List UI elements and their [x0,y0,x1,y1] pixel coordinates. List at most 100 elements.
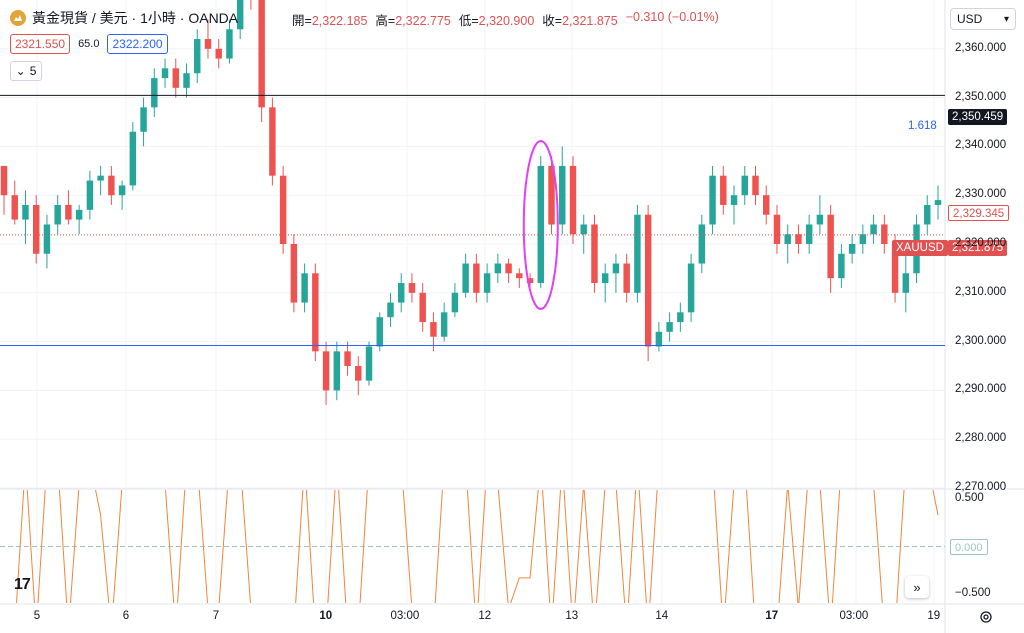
indicators-collapse-button[interactable]: ⌄ 5 [10,61,42,81]
candle-body [97,175,104,181]
candle-body [161,68,169,79]
candle-body [290,244,298,303]
candle-body [516,273,523,279]
bid-ask-panel: 2321.550 65.0 2322.200 [10,34,168,54]
candle-body [204,39,212,49]
price-tick-label: 2,350.000 [955,90,1007,103]
candle-body [741,175,748,196]
candle-body [355,366,362,381]
candle-body [86,180,94,210]
candle-body [75,209,83,220]
gold-coin-icon [10,10,26,26]
candle-body [140,107,147,132]
candle-body [183,73,190,88]
candle-body [934,200,942,205]
price-tick-label: 2,280.000 [955,432,1007,445]
open-label: 開= [292,14,312,28]
candle-body [773,214,781,244]
close-label: 收= [542,14,563,28]
candle-body [129,131,137,186]
spread-value: 65.0 [78,38,100,50]
sell-button[interactable]: 2321.550 [10,34,71,54]
candle-body [483,273,491,293]
close-value: 2,321.875 [562,14,618,28]
candle-body [891,244,899,293]
candle-body [397,283,405,303]
oscillator-series [16,490,939,603]
price-tick-label: 2,360.000 [955,41,1007,54]
candle-body [344,351,351,366]
oscillator-tick-label: 0.500 [955,492,984,505]
indicator-count: 5 [29,64,37,78]
candle-body [151,78,158,108]
symbol-header[interactable]: 黃金現貨 / 美元 · 1小時 · OANDA [10,8,238,28]
currency-label: USD [957,12,983,26]
change-value: −0.310 (−0.01%) [625,10,719,24]
time-tick-label: 12 [478,610,492,622]
candle-body [655,331,663,347]
candle-body [408,283,416,293]
candle-body [805,224,813,244]
candle-body [440,312,448,337]
symbol-price-tag: XAUUSD [892,240,948,256]
candle-body [827,214,834,279]
candle-body [301,273,308,303]
candle-body [623,263,630,293]
time-tick-label: 5 [33,610,41,622]
highlight-ellipse[interactable] [522,140,559,310]
candle-body [666,322,673,332]
candle-body [430,322,437,337]
oscillator-tick-label: −0.500 [955,586,991,599]
candle-body [784,234,791,244]
candle-body [226,29,233,59]
candle-body [322,351,330,391]
candle-body [870,224,877,235]
candle-body [634,214,641,293]
candle-body [677,312,684,323]
candle-body [795,234,802,244]
candle-body [473,263,480,293]
last-price-tag: 2,321.875 [948,240,1008,256]
time-tick-label: 19 [927,610,941,622]
candle-body [462,263,469,293]
low-label: 低= [458,14,479,28]
buy-button[interactable]: 2322.200 [107,34,168,54]
symbol-title: 黃金現貨 / 美元 · 1小時 · OANDA [32,10,239,26]
candle-body [333,351,341,391]
candle-body [924,204,931,225]
candle-body [730,195,738,205]
oscillator-zero-tag: 0.000 [950,539,988,555]
time-tick-label: 17 [765,610,779,622]
price-tick-label: 2,330.000 [955,188,1007,201]
candle-body [709,175,716,225]
candle-body [763,195,770,215]
candle-body [236,0,244,30]
price-tick-label: 2,300.000 [955,334,1007,347]
high-label: 高= [375,14,396,28]
time-tick-label: 6 [122,610,130,622]
currency-select[interactable]: USD ▾ [950,8,1016,30]
time-tick-label: 7 [212,610,220,622]
candle-body [902,273,910,293]
low-value: 2,320.900 [478,14,535,28]
candle-body [43,224,51,254]
candle-body [32,204,40,254]
candle-body [279,175,287,244]
tradingview-logo-icon[interactable]: 17 [14,576,31,593]
candle-body [526,278,534,284]
ohlc-legend: 開=2,322.185 高=2,322.775 低=2,320.900 收=2,… [292,10,719,29]
candle-body [612,263,620,274]
candle-body [559,165,566,225]
time-tick-label: 03:00 [390,610,420,622]
gear-icon[interactable] [976,607,996,627]
candle-body [494,263,502,274]
candle-body [848,244,856,254]
time-tick-label: 03:00 [839,610,869,622]
candle-body [451,292,459,313]
price-tick-label: 2,320.000 [955,237,1007,249]
fib-extension-label: 1.618 [908,120,937,132]
scroll-to-realtime-button[interactable]: » [905,576,929,598]
price-tick-label: 2,310.000 [955,285,1007,298]
candle-body [537,165,545,284]
